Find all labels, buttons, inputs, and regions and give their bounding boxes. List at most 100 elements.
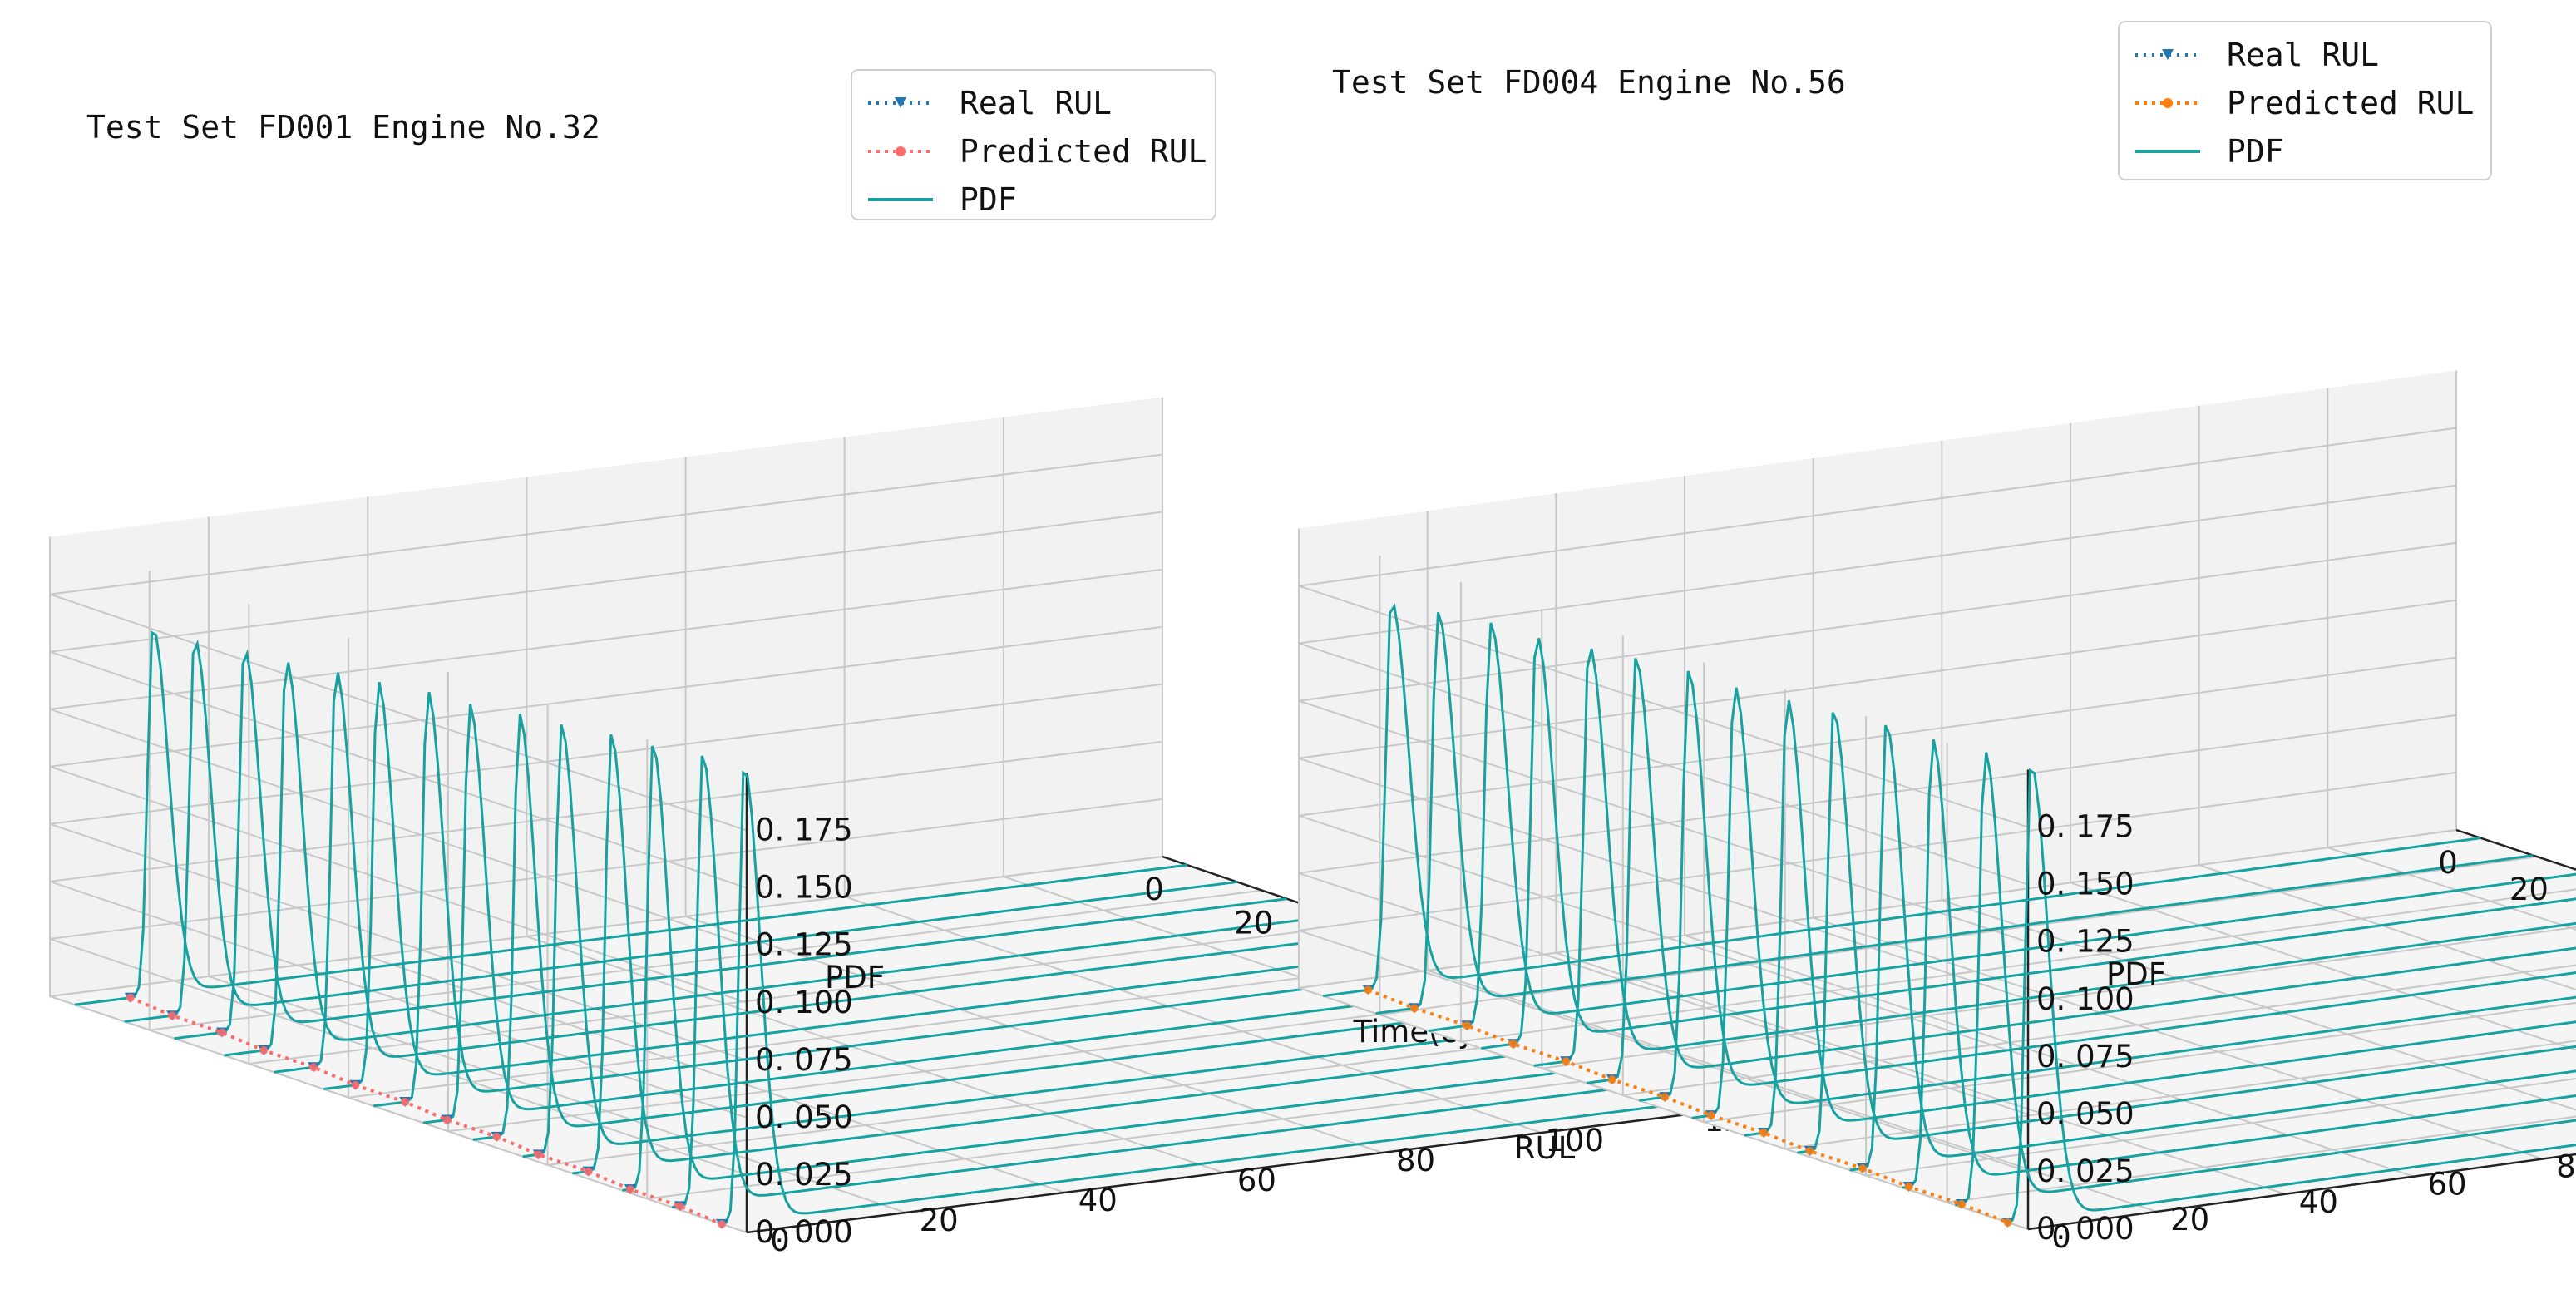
predicted-rul-marker	[1463, 1021, 1472, 1030]
predicted-rul-marker	[1508, 1040, 1517, 1049]
legend-label: Predicted RUL	[2227, 85, 2474, 121]
y-axis-line	[746, 1091, 1860, 1234]
predicted-rul-marker	[217, 1028, 226, 1037]
z-tick-label: 0. 025	[2036, 1153, 2134, 1189]
z-tick-label: 0. 125	[755, 927, 853, 963]
legend-box	[851, 69, 1216, 220]
predicted-rul-marker	[534, 1150, 543, 1159]
pdf-curve	[74, 630, 1188, 1006]
y-tick-label: 60	[1237, 1163, 1276, 1198]
x-tick-label: 0	[2438, 845, 2458, 881]
gridline-z	[49, 740, 1163, 1119]
z-tick-label: 0. 175	[2036, 809, 2134, 845]
gridline-z	[1298, 599, 2457, 1000]
z-tick-label: 0. 025	[755, 1157, 853, 1193]
predicted-rul-marker	[584, 1167, 593, 1176]
pdf-curve	[1586, 658, 2576, 1084]
pdf-curve	[472, 714, 1587, 1141]
pdf-curve	[1797, 712, 2576, 1154]
y-tick-label: 80	[2556, 1149, 2576, 1185]
z-tick-label: 0. 175	[755, 813, 853, 848]
legend-label: Real RUL	[960, 85, 1112, 121]
legend-marker	[895, 97, 906, 108]
predicted-rul-marker	[1706, 1111, 1715, 1120]
predicted-rul-marker	[259, 1046, 269, 1055]
chart-title: Test Set FD001 Engine No.32	[86, 109, 600, 146]
pdf-curve	[572, 734, 1685, 1175]
pdf-curve	[1533, 648, 2576, 1067]
chart-title: Test Set FD004 Engine No.56	[1332, 64, 1846, 101]
pdf-curve	[1481, 638, 2576, 1050]
predicted-rul-marker	[718, 1219, 727, 1228]
predicted-rul-marker	[675, 1202, 684, 1211]
predicted-rul-line	[1367, 988, 2009, 1224]
z-tick-label: 0. 050	[2036, 1096, 2134, 1132]
z-tick-label: 0. 100	[2036, 981, 2134, 1017]
z-tick-label: 0. 100	[755, 985, 853, 1020]
predicted-rul-marker	[1607, 1075, 1616, 1084]
pdf-curve	[124, 639, 1238, 1023]
pdf-curve	[2006, 768, 2576, 1224]
predicted-rul-marker	[1858, 1164, 1868, 1173]
pdf-curve	[1639, 670, 2576, 1102]
gridline-z	[49, 683, 1163, 1061]
pdf-curve	[671, 755, 1785, 1209]
legend-label: Predicted RUL	[960, 133, 1207, 170]
predicted-rul-marker	[1805, 1147, 1814, 1156]
y-tick-label: 0	[770, 1223, 790, 1258]
legend-marker	[2163, 98, 2173, 108]
gridline-z	[1298, 829, 2457, 1230]
pdf-curve	[422, 704, 1537, 1124]
pdf-curve	[1849, 724, 2576, 1172]
z-tick-label: 0. 000	[2036, 1211, 2134, 1247]
predicted-rul-marker	[2003, 1218, 2012, 1227]
predicted-rul-marker	[1562, 1057, 1571, 1066]
legend-label: PDF	[960, 181, 1017, 218]
pdf-curve	[1375, 611, 2534, 1015]
pdf-curve	[1691, 687, 2576, 1119]
y-tick-label: 100	[1545, 1123, 1604, 1158]
y-tick-label: 20	[2170, 1202, 2209, 1237]
chart-fd001: 0204060801001201400204060801001201400. 0…	[49, 69, 1922, 1258]
y-axis-label: RUL	[1514, 1130, 1576, 1166]
gridline-z	[49, 856, 1163, 1233]
z-tick-label: 0. 125	[2036, 924, 2134, 960]
predicted-rul-marker	[442, 1115, 452, 1124]
y-axis-line	[2027, 1153, 2576, 1231]
pdf-curve	[1955, 752, 2576, 1207]
pdf-curve	[622, 745, 1735, 1192]
legend-label: PDF	[2227, 133, 2284, 170]
gridline-z	[49, 453, 1163, 832]
gridline-z	[1298, 714, 2457, 1115]
legend-marker	[896, 146, 906, 156]
gridline-z	[1298, 771, 2457, 1173]
x-tick-label: 20	[1234, 906, 1273, 941]
gridline-z	[49, 798, 1163, 1176]
gridline-z	[1298, 541, 2457, 943]
z-axis-label: PDF	[2106, 956, 2166, 992]
predicted-rul-marker	[492, 1132, 501, 1141]
legend-label: Real RUL	[2227, 37, 2379, 73]
pdf-curve	[721, 770, 1835, 1226]
pdf-curve	[1744, 700, 2576, 1137]
predicted-rul-marker	[625, 1185, 634, 1194]
y-tick-label: 40	[2299, 1184, 2338, 1220]
x-tick-label: 0	[1144, 872, 1164, 907]
legend-box	[2118, 21, 2492, 180]
y-tick-label: 40	[1078, 1183, 1118, 1218]
pdf-curve	[1902, 739, 2576, 1189]
predicted-rul-marker	[351, 1080, 360, 1089]
z-tick-label: 0. 075	[2036, 1039, 2134, 1074]
predicted-rul-marker	[1661, 1093, 1670, 1102]
predicted-rul-marker	[401, 1098, 410, 1107]
predicted-rul-marker	[1409, 1004, 1419, 1013]
gridline-z	[1298, 484, 2457, 886]
predicted-rul-line	[130, 995, 723, 1226]
chart-fd004: 0204060801001201401601800204060801001201…	[1298, 21, 2576, 1255]
predicted-rul-marker	[1904, 1183, 1913, 1191]
predicted-rul-marker	[309, 1063, 318, 1072]
x-tick-label: 20	[2509, 872, 2549, 907]
pdf-curve	[1322, 602, 2481, 998]
predicted-rul-marker	[168, 1011, 177, 1020]
